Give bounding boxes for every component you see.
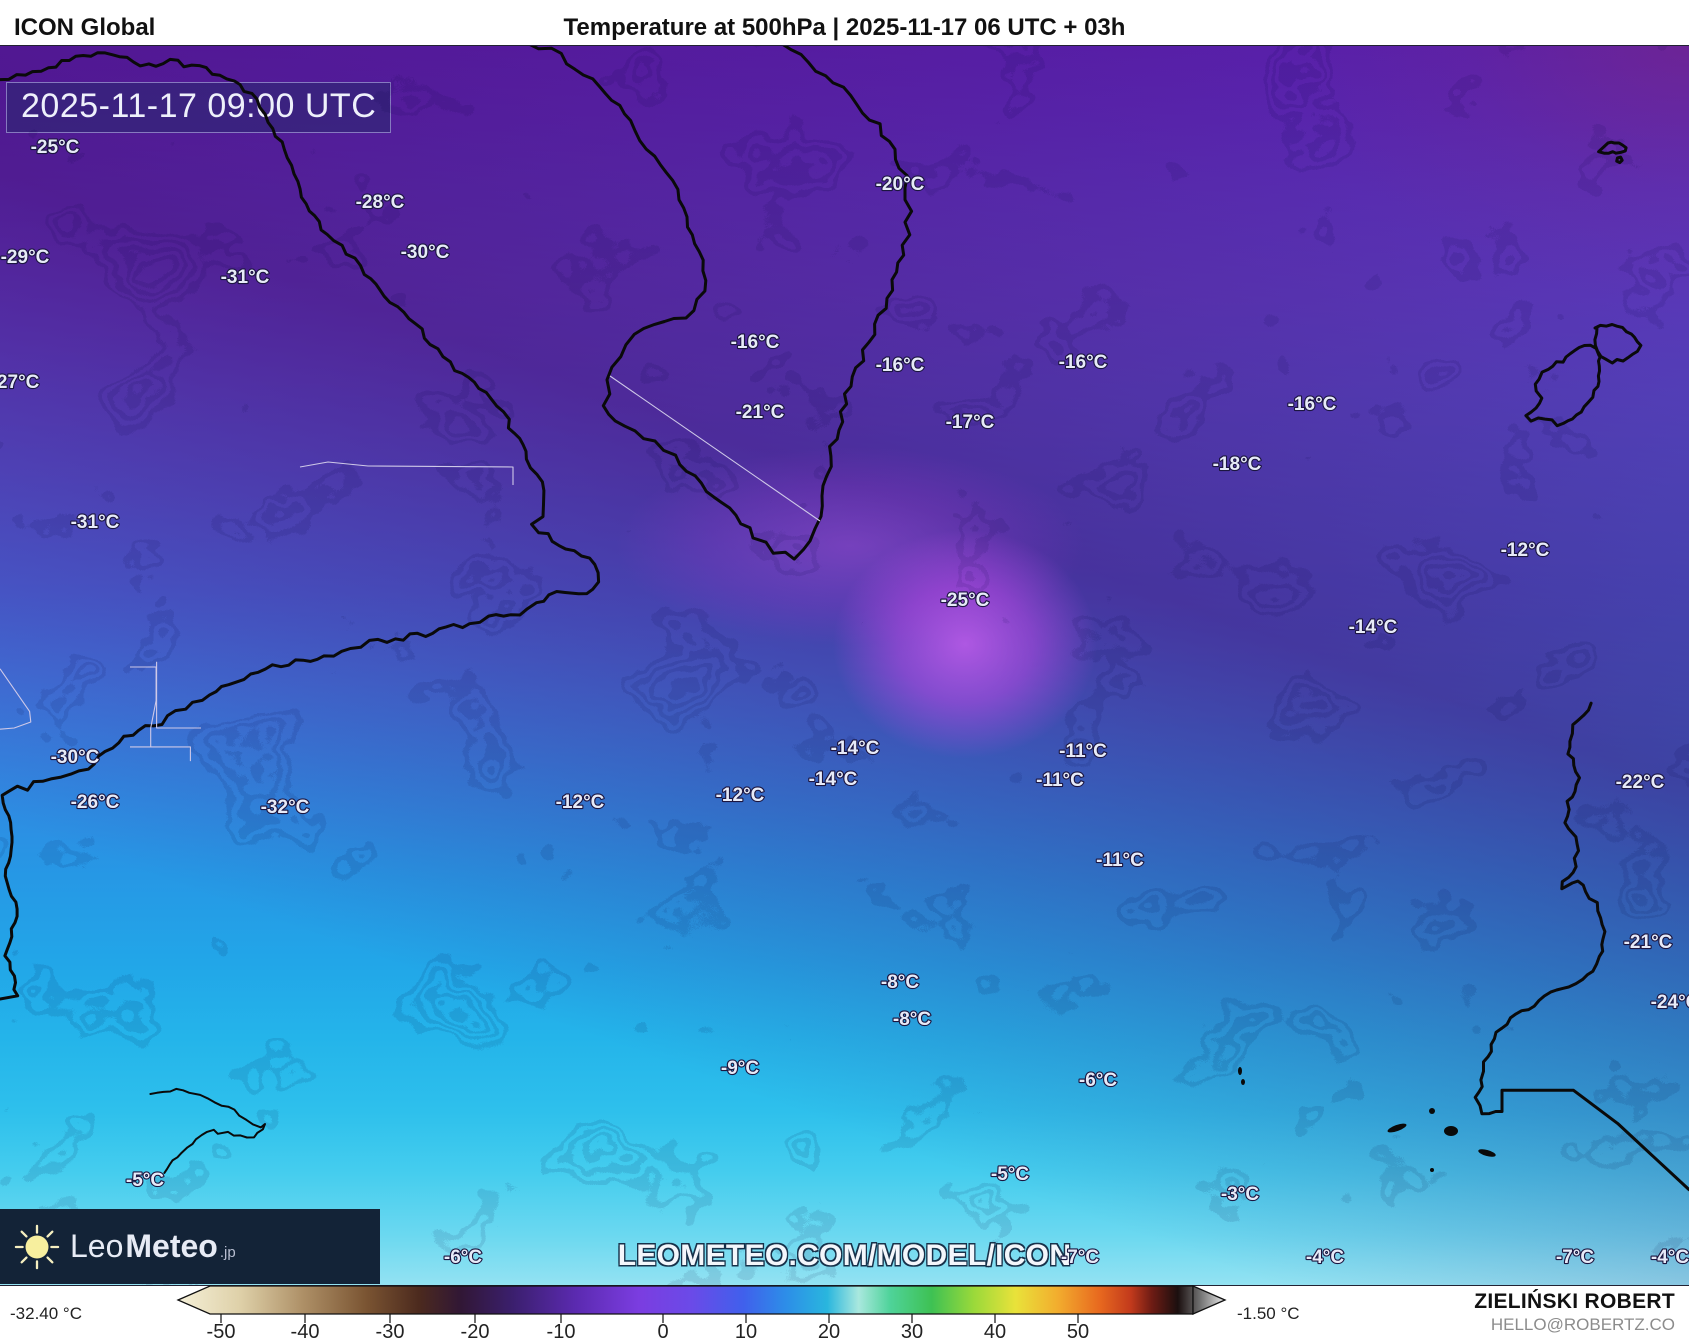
svg-text:-8°C: -8°C (893, 1009, 931, 1030)
svg-text:-20°C: -20°C (876, 174, 925, 195)
svg-text:-11°C: -11°C (1059, 741, 1107, 762)
svg-text:-12°C: -12°C (556, 792, 605, 813)
svg-text:-18°C: -18°C (1213, 454, 1262, 475)
svg-text:-24°C: -24°C (1651, 992, 1689, 1013)
svg-text:-16°C: -16°C (1288, 394, 1337, 415)
svg-text:30: 30 (901, 1321, 923, 1338)
svg-text:-16°C: -16°C (876, 355, 925, 376)
svg-text:-7°C: -7°C (1556, 1247, 1594, 1268)
svg-text:50: 50 (1067, 1321, 1089, 1338)
svg-text:-6°C: -6°C (444, 1247, 482, 1268)
svg-text:-7°C: -7°C (1061, 1247, 1099, 1268)
svg-text:-10: -10 (547, 1321, 576, 1338)
svg-text:-4°C: -4°C (1306, 1247, 1344, 1268)
svg-text:-30°C: -30°C (51, 747, 100, 768)
svg-text:0: 0 (657, 1321, 668, 1338)
svg-text:40: 40 (984, 1321, 1006, 1338)
svg-text:-21°C: -21°C (736, 402, 785, 423)
svg-text:10: 10 (735, 1321, 757, 1338)
svg-text:-16°C: -16°C (1059, 352, 1108, 373)
svg-text:-25°C: -25°C (941, 590, 990, 611)
svg-text:-31°C: -31°C (221, 267, 270, 288)
svg-text:-20: -20 (461, 1321, 490, 1338)
svg-text:-29°C: -29°C (1, 247, 50, 268)
svg-text:-6°C: -6°C (1079, 1070, 1117, 1091)
svg-text:-3°C: -3°C (1221, 1184, 1259, 1205)
svg-text:-11°C: -11°C (1036, 770, 1084, 791)
svg-text:-5°C: -5°C (991, 1164, 1029, 1185)
svg-text:-17°C: -17°C (946, 412, 995, 433)
svg-text:-14°C: -14°C (809, 769, 858, 790)
svg-text:-4°C: -4°C (1651, 1247, 1689, 1268)
svg-text:-28°C: -28°C (356, 192, 405, 213)
svg-text:-40: -40 (291, 1321, 320, 1338)
svg-text:-11°C: -11°C (1096, 850, 1144, 871)
svg-text:-32°C: -32°C (261, 797, 310, 818)
svg-text:-14°C: -14°C (831, 738, 880, 759)
svg-text:-16°C: -16°C (731, 332, 780, 353)
svg-text:-5°C: -5°C (126, 1170, 164, 1191)
svg-text:-14°C: -14°C (1349, 617, 1398, 638)
svg-text:-50: -50 (207, 1321, 236, 1338)
svg-text:-9°C: -9°C (721, 1058, 759, 1079)
svg-text:-30°C: -30°C (401, 242, 450, 263)
svg-text:-12°C: -12°C (1501, 540, 1550, 561)
svg-text:-30: -30 (376, 1321, 405, 1338)
svg-text:-31°C: -31°C (71, 512, 120, 533)
svg-text:-8°C: -8°C (881, 972, 919, 993)
svg-text:-27°C: -27°C (0, 372, 40, 393)
svg-text:-21°C: -21°C (1624, 932, 1673, 953)
svg-text:20: 20 (818, 1321, 840, 1338)
svg-text:-22°C: -22°C (1616, 772, 1665, 793)
svg-text:-25°C: -25°C (31, 137, 80, 158)
svg-text:-26°C: -26°C (71, 792, 120, 813)
svg-text:-12°C: -12°C (716, 785, 765, 806)
